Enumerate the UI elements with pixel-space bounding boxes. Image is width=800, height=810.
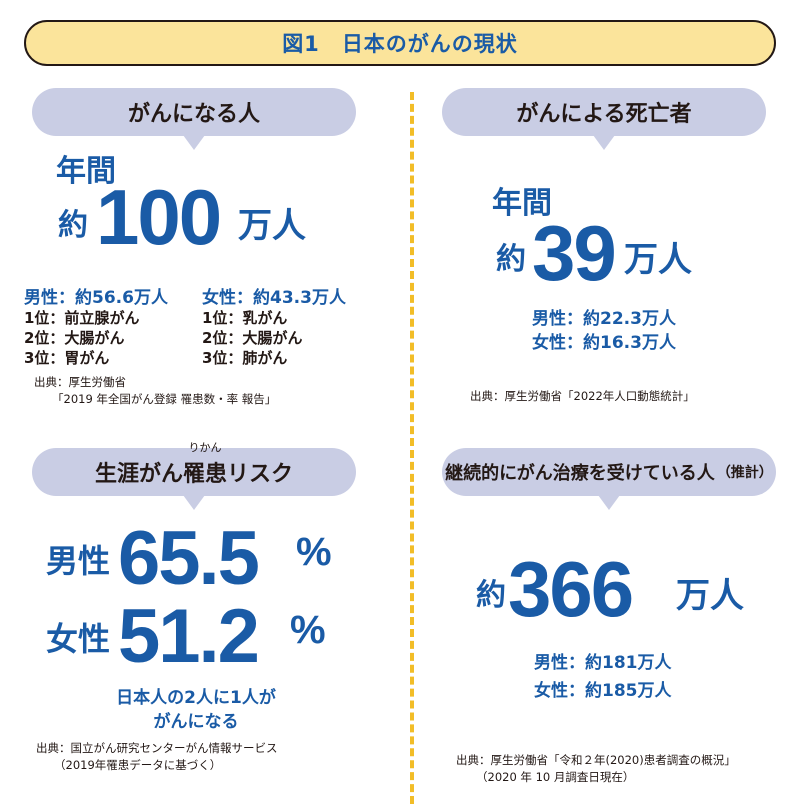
note-line: 日本人の2人に1人が bbox=[116, 688, 276, 708]
source-line: （2019年罹患データに基づく） bbox=[54, 758, 222, 772]
source-line: 出典：厚生労働省 bbox=[34, 375, 126, 389]
deaths-heading-text: がんによる死亡者 bbox=[516, 102, 692, 127]
ruby-reading: りかん bbox=[188, 441, 222, 454]
treatment-heading-note: （推計） bbox=[716, 465, 773, 481]
source-line: 出典：国立がん研究センターがん情報サービス bbox=[36, 741, 278, 755]
deaths-source: 出典：厚生労働省「2022年人口動態統計」 bbox=[470, 389, 695, 403]
male-risk-value: 65.5 bbox=[118, 516, 260, 601]
treatment-heading-text: 継続的にがん治療を受けている人 bbox=[445, 463, 715, 484]
incidence-source: 出典：厚生労働省 「2019 年全国がん登録 罹患数・率 報告」 bbox=[34, 374, 276, 408]
lifetime-risk-source: 出典：国立がん研究センターがん情報サービス （2019年罹患データに基づく） bbox=[36, 740, 278, 774]
treatment-source: 出典：厚生労働省「令和２年(2020)患者調査の概況」 （2020 年 10 月… bbox=[456, 752, 736, 786]
lifetime-risk-heading-part1: 生涯がん bbox=[94, 462, 183, 487]
figure-number: 図1 bbox=[282, 32, 320, 56]
source-line: （2020 年 10 月調査日現在） bbox=[476, 770, 635, 784]
female-risk-label: 女性 bbox=[46, 620, 111, 658]
incidence-male-ranks: 1位：前立腺がん 2位：大腸がん 3位：胃がん bbox=[24, 308, 139, 368]
lifetime-risk-note: 日本人の2人に1人が がんになる bbox=[96, 686, 296, 734]
treatment-heading: 継続的にがん治療を受けている人 （推計） bbox=[442, 448, 776, 510]
list-item: 1位：前立腺がん bbox=[24, 309, 140, 327]
deaths-heading: がんによる死亡者 bbox=[442, 88, 766, 150]
incidence-heading: がんになる人 bbox=[32, 88, 356, 150]
male-risk-label: 男性 bbox=[46, 542, 111, 580]
incidence-female-ranks: 1位：乳がん 2位：大腸がん 3位：肺がん bbox=[202, 308, 302, 368]
list-item: 1位：乳がん bbox=[202, 309, 288, 327]
note-line: がんになる bbox=[153, 712, 239, 732]
lifetime-risk-heading-part2: リスク bbox=[227, 462, 294, 487]
deaths-unit: 万人 bbox=[624, 240, 692, 280]
female-risk-value: 51.2 bbox=[118, 594, 260, 679]
source-line: 出典：厚生労働省「令和２年(2020)患者調査の概況」 bbox=[456, 753, 736, 767]
ruby-word: りかん 罹患 bbox=[182, 441, 227, 488]
treatment-prefix: 約 bbox=[476, 578, 506, 613]
incidence-prefix: 約 bbox=[58, 208, 88, 243]
incidence-year-label: 年間 bbox=[56, 154, 116, 189]
list-item: 2位：大腸がん bbox=[24, 329, 125, 347]
lifetime-risk-heading: 生涯がん りかん罹患 リスク bbox=[32, 441, 356, 510]
deaths-number: 39 bbox=[532, 209, 617, 297]
incidence-heading-text: がんになる人 bbox=[127, 102, 260, 127]
figure-title-text: 日本のがんの現状 bbox=[341, 32, 518, 56]
ruby-base: 罹患 bbox=[182, 462, 227, 487]
list-item: 3位：胃がん bbox=[24, 349, 110, 367]
figure-title: 図1 日本のがんの現状 bbox=[24, 20, 776, 66]
male-risk-percent: % bbox=[296, 530, 332, 574]
incidence-number: 100 bbox=[96, 173, 222, 261]
center-divider bbox=[410, 92, 414, 804]
deaths-female: 女性：約16.3万人 bbox=[532, 333, 676, 353]
deaths-year-label: 年間 bbox=[492, 186, 552, 221]
female-risk-percent: % bbox=[290, 608, 326, 652]
deaths-prefix: 約 bbox=[496, 242, 526, 277]
treatment-unit: 万人 bbox=[676, 576, 744, 616]
deaths-male: 男性：約22.3万人 bbox=[532, 309, 676, 329]
incidence-female-total: 女性：約43.3万人 bbox=[202, 288, 346, 308]
incidence-male-total: 男性：約56.6万人 bbox=[24, 288, 168, 308]
treatment-female: 女性：約185万人 bbox=[534, 681, 672, 701]
incidence-unit: 万人 bbox=[238, 206, 306, 246]
list-item: 2位：大腸がん bbox=[202, 329, 303, 347]
source-line: 「2019 年全国がん登録 罹患数・率 報告」 bbox=[52, 392, 277, 406]
treatment-number: 366 bbox=[508, 545, 634, 633]
treatment-male: 男性：約181万人 bbox=[534, 653, 672, 673]
list-item: 3位：肺がん bbox=[202, 349, 288, 367]
